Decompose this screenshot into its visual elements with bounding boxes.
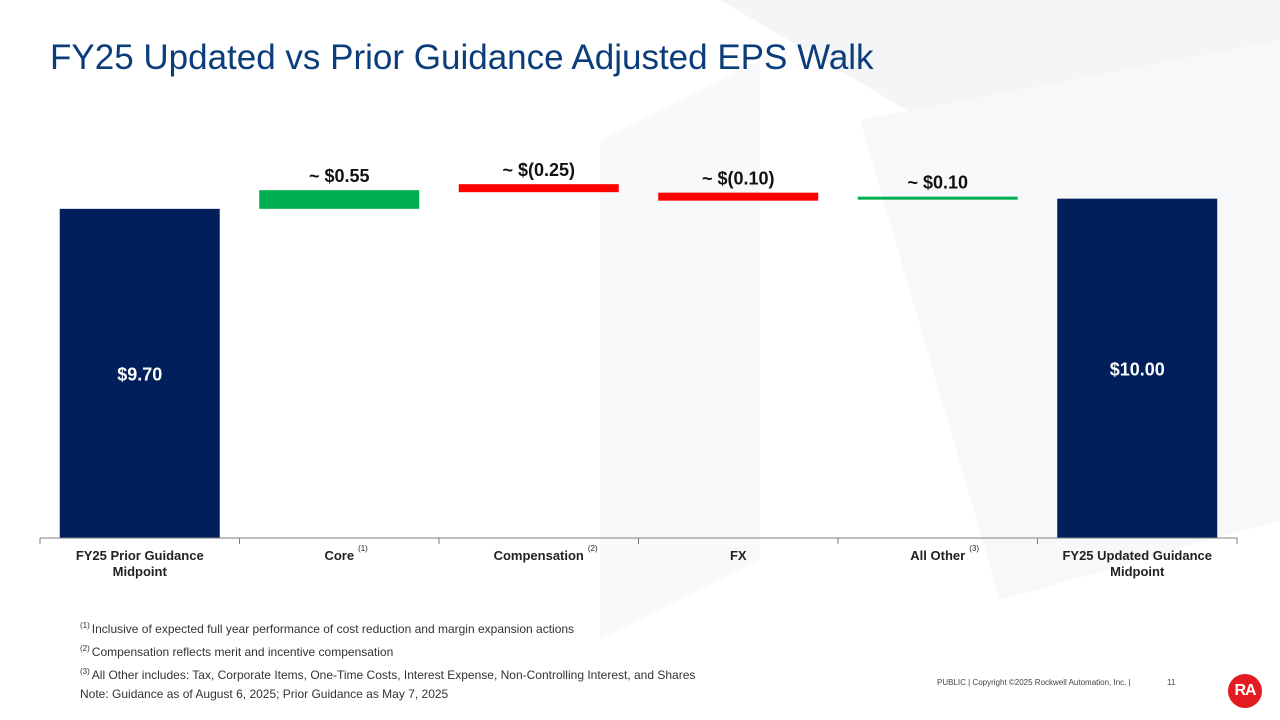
footnote-2: (2) Compensation reflects merit and incen…	[80, 644, 394, 659]
bar-delta-1	[259, 190, 420, 209]
bar-delta-3	[658, 192, 819, 201]
copyright-footer: PUBLIC | Copyright ©2025 Rockwell Automa…	[937, 678, 1131, 687]
delta-value-label-1: ~ $0.55	[309, 166, 370, 186]
footnote-1: (1) Inclusive of expected full year perfo…	[80, 621, 575, 636]
category-label-4: All Other	[910, 548, 965, 563]
page-title: FY25 Updated vs Prior Guidance Adjusted …	[50, 38, 874, 77]
category-label-3: FX	[730, 548, 747, 563]
category-footnote-marker-2: (2)	[588, 544, 598, 553]
bar-group	[59, 184, 1218, 538]
category-label-5: FY25 Updated Guidance Midpoint	[1062, 548, 1212, 579]
value-label-group: $9.70 ~ $0.55 ~ $(0.25) ~ $(0.10) ~ $0.10 $10…	[117, 160, 1165, 384]
category-footnote-marker-4: (3)	[969, 544, 979, 553]
bar-total-0	[59, 208, 220, 538]
guidance-note: Note: Guidance as of August 6, 2025; Pri…	[80, 687, 449, 701]
category-label-0: FY25 Prior Guidance Midpoint	[76, 548, 204, 579]
bar-value-label-5: $10.00	[1110, 359, 1165, 379]
bar-delta-4	[857, 196, 1018, 200]
bar-value-label-0: $9.70	[117, 364, 162, 384]
category-label-group: FY25 Prior Guidance Midpoint Core (1) Compen…	[76, 544, 1212, 579]
bar-total-5	[1057, 198, 1218, 538]
rockwell-logo	[1228, 674, 1262, 708]
category-label-1: Core	[324, 548, 354, 563]
footnote-3: (3) All Other includes: Tax, Corporate It…	[80, 667, 696, 682]
footnotes: (1) Inclusive of expected full year perfo…	[80, 614, 695, 706]
category-footnote-marker-1: (1)	[358, 544, 368, 553]
delta-value-label-2: ~ $(0.25)	[502, 160, 575, 180]
delta-value-label-4: ~ $0.10	[907, 173, 968, 193]
delta-value-label-3: ~ $(0.10)	[702, 169, 775, 189]
bar-delta-2	[458, 184, 619, 193]
page-number: 11	[1167, 678, 1176, 687]
category-label-2: Compensation	[494, 548, 584, 563]
rockwell-logo-text: RA	[1234, 682, 1256, 699]
x-axis	[39, 537, 1238, 544]
